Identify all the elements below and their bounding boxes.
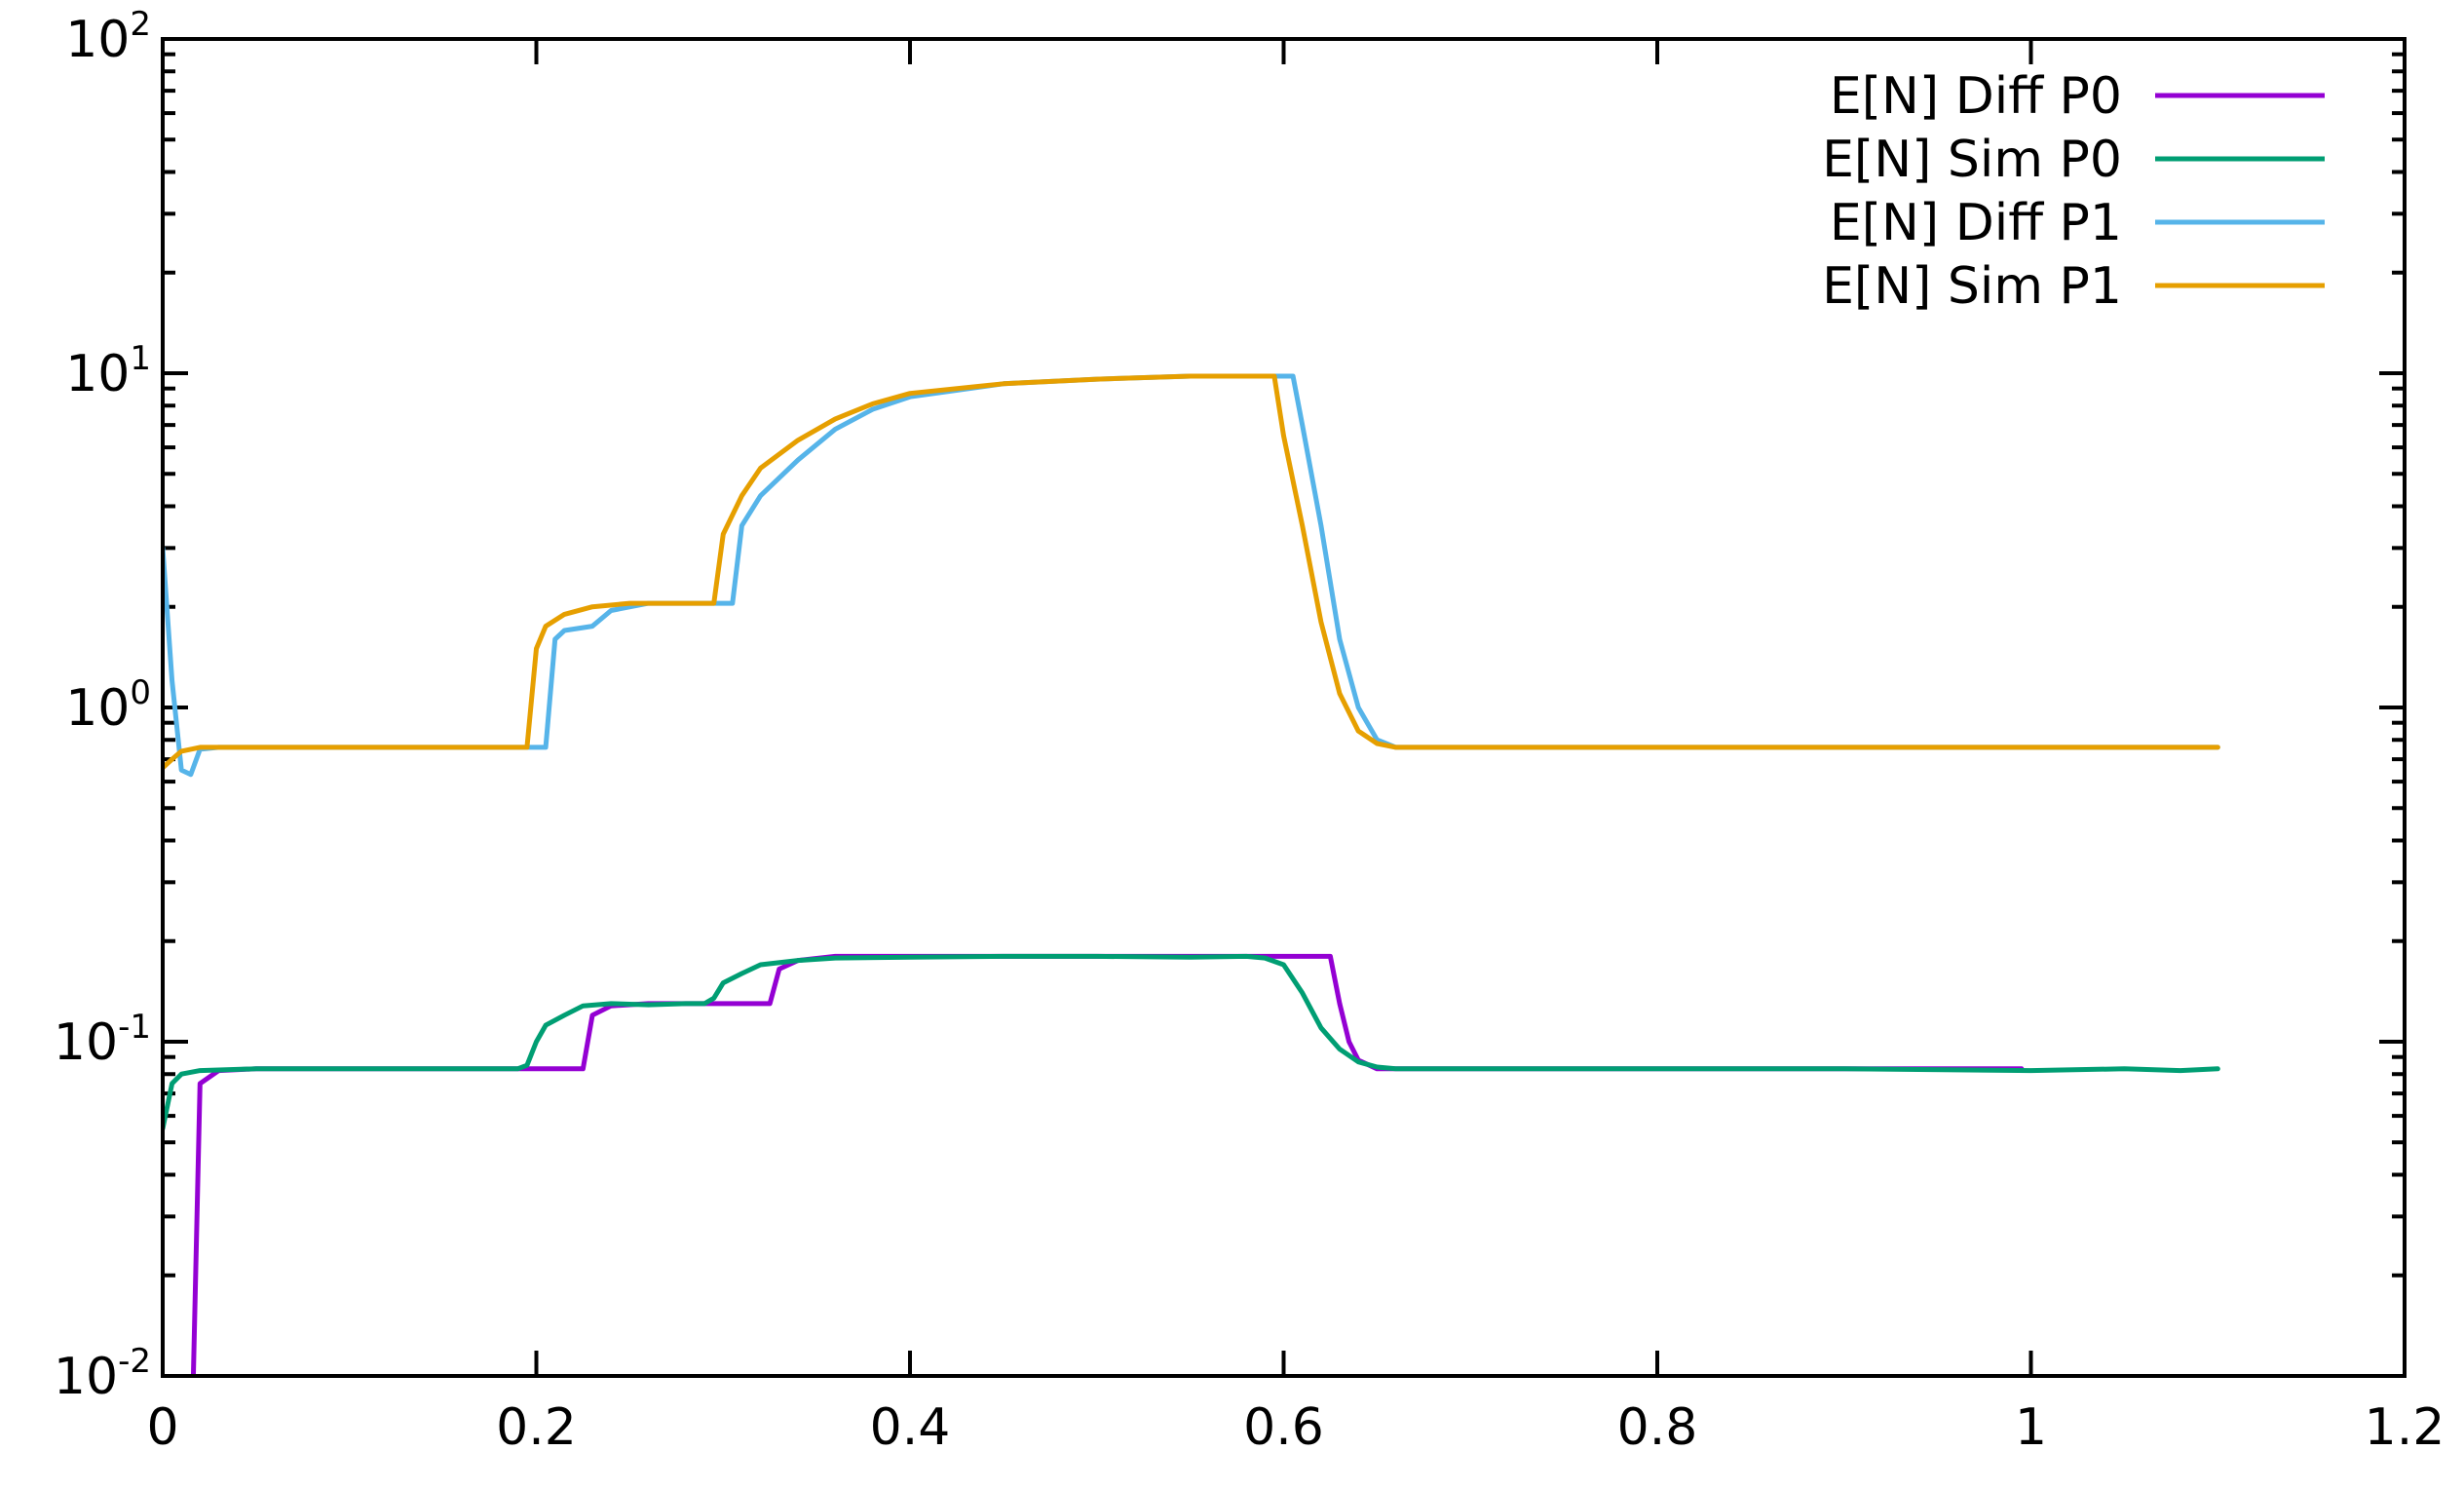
x-tick-label: 0 [146,1398,178,1457]
x-tick-label: 0.8 [1617,1398,1698,1457]
y-tick-label: 102 [65,5,151,69]
axis-ticks: 0 0.2 0.4 0.6 0.8 1 1.2 10-2 10-1 100 101 102 [54,5,2445,1457]
y-tick-label: 10-2 [54,1342,151,1406]
x-tick-label: 0.6 [1243,1398,1324,1457]
plot-frame [161,37,2407,1378]
x-tick-label: 1 [2015,1398,2047,1457]
x-tick-label: 1.2 [2365,1398,2445,1457]
series-line-1 [190,953,2025,1376]
legend-label: E[N] Diff P1 [1830,194,2122,252]
x-tick-label: 0.4 [870,1398,951,1457]
legend: E[N] Diff P0E[N] Sim P0E[N] Diff P1E[N] … [1822,67,2325,316]
y-tick-label: 100 [65,673,151,738]
y-tick-label: 10-1 [54,1008,151,1072]
series-line-2 [163,953,2220,1131]
series-line-4 [163,373,2220,771]
x-tick-label: 0.2 [496,1398,577,1457]
y-tick-label: 101 [65,339,151,403]
legend-label: E[N] Sim P1 [1822,257,2122,316]
legend-label: E[N] Diff P0 [1830,67,2122,126]
legend-label: E[N] Sim P0 [1822,131,2122,189]
series-lines [163,373,2220,1376]
series-line-3 [163,373,2220,778]
